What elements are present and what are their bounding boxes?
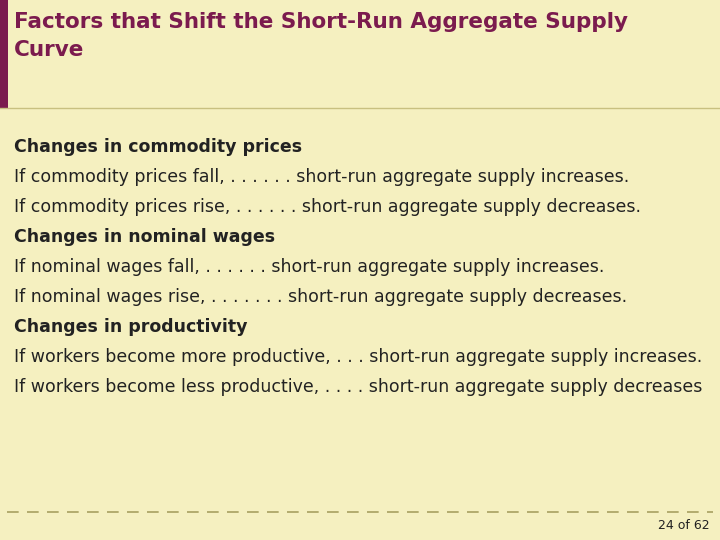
Text: Curve: Curve bbox=[14, 40, 84, 60]
Text: If commodity prices fall, . . . . . . short-run aggregate supply increases.: If commodity prices fall, . . . . . . sh… bbox=[14, 168, 629, 186]
Text: If workers become less productive, . . . . short-run aggregate supply decreases: If workers become less productive, . . .… bbox=[14, 378, 703, 396]
Text: If nominal wages rise, . . . . . . . short-run aggregate supply decreases.: If nominal wages rise, . . . . . . . sho… bbox=[14, 288, 627, 306]
Text: Factors that Shift the Short-Run Aggregate Supply: Factors that Shift the Short-Run Aggrega… bbox=[14, 12, 628, 32]
Text: If nominal wages fall, . . . . . . short-run aggregate supply increases.: If nominal wages fall, . . . . . . short… bbox=[14, 258, 604, 276]
Text: If commodity prices rise, . . . . . . short-run aggregate supply decreases.: If commodity prices rise, . . . . . . sh… bbox=[14, 198, 641, 216]
Text: 24 of 62: 24 of 62 bbox=[658, 519, 710, 532]
Text: If workers become more productive, . . . short-run aggregate supply increases.: If workers become more productive, . . .… bbox=[14, 348, 702, 366]
Text: Changes in productivity: Changes in productivity bbox=[14, 318, 248, 336]
Text: Changes in nominal wages: Changes in nominal wages bbox=[14, 228, 275, 246]
Bar bbox=[0, 0, 8, 108]
Text: Changes in commodity prices: Changes in commodity prices bbox=[14, 138, 302, 156]
Bar bbox=[0, 0, 720, 108]
